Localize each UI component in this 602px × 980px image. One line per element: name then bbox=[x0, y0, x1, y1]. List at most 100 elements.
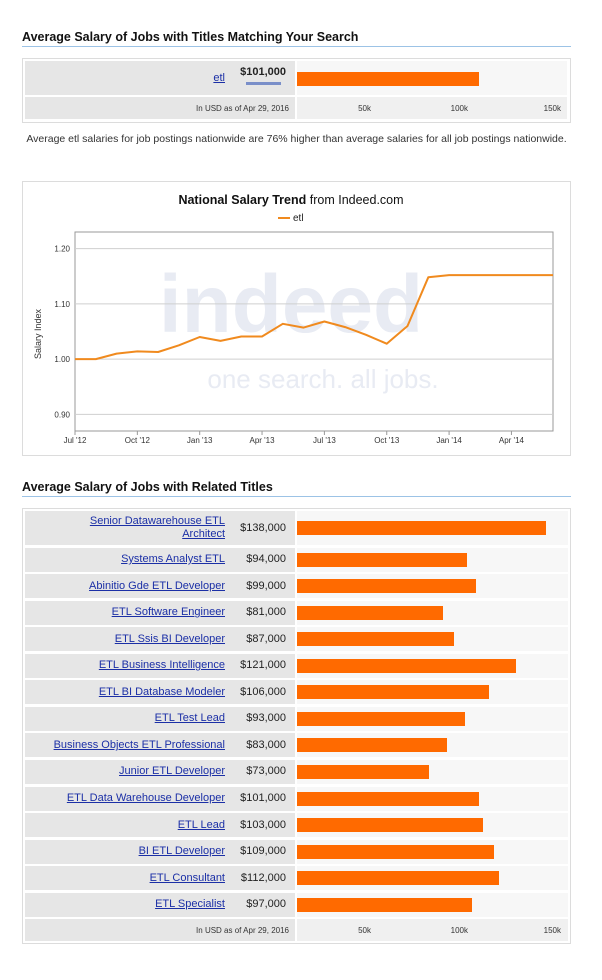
related-row-bg bbox=[25, 511, 295, 545]
related-row-bg bbox=[25, 680, 295, 705]
related-section-rule bbox=[22, 496, 571, 497]
search-row-bg bbox=[25, 61, 295, 95]
related-job-salary: $138,000 bbox=[240, 521, 286, 534]
related-job-salary: $97,000 bbox=[246, 898, 286, 911]
related-job-salary: $81,000 bbox=[246, 606, 286, 619]
related-job-link[interactable]: ETL Software Engineer bbox=[111, 606, 225, 619]
trend-chart-box: indeed one search. all jobs. National Sa… bbox=[22, 181, 571, 456]
y-tick-label-1: 1.00 bbox=[54, 355, 70, 364]
related-salary-bar bbox=[297, 764, 429, 779]
related-row-bg bbox=[25, 813, 295, 838]
related-job-link[interactable]: ETL Test Lead bbox=[154, 712, 225, 725]
related-row-bg bbox=[25, 839, 295, 864]
related-salary-bar bbox=[297, 579, 476, 594]
watermark-logo: indeed bbox=[159, 259, 423, 350]
related-job-salary: $103,000 bbox=[240, 818, 286, 831]
related-job-link[interactable]: BI ETL Developer bbox=[138, 845, 225, 858]
y-axis-label: Salary Index bbox=[33, 308, 43, 359]
search-salary-indicator bbox=[246, 82, 281, 85]
related-job-salary: $93,000 bbox=[246, 712, 286, 725]
related-salary-box: Senior Datawarehouse ETL Architect $138,0… bbox=[22, 508, 571, 944]
x-tick-label-3: Apr '13 bbox=[249, 436, 275, 445]
related-job-salary: $99,000 bbox=[246, 579, 286, 592]
related-job-link[interactable]: ETL Data Warehouse Developer bbox=[66, 792, 225, 804]
related-scale-tick: 50k bbox=[358, 926, 371, 936]
related-row-bg bbox=[25, 733, 295, 758]
search-salary-bar bbox=[297, 72, 479, 86]
y-tick-label-2: 1.10 bbox=[54, 300, 70, 309]
related-salary-bar bbox=[297, 897, 472, 912]
related-job-salary: $87,000 bbox=[246, 632, 286, 645]
related-salary-bar bbox=[297, 738, 447, 753]
related-job-link[interactable]: Abinitio Gde ETL Developer bbox=[89, 579, 225, 592]
related-job-link[interactable]: ETL Lead bbox=[177, 818, 225, 831]
related-row-bg bbox=[25, 574, 295, 599]
related-job-link[interactable]: ETL Ssis BI Developer bbox=[114, 632, 225, 645]
search-scale-tick-100k: 100k bbox=[450, 104, 468, 113]
related-job-salary: $101,000 bbox=[240, 792, 286, 804]
related-salary-bar bbox=[297, 605, 443, 620]
related-job-link[interactable]: ETL BI Database Modeler bbox=[98, 685, 225, 698]
related-row-bg bbox=[25, 786, 295, 811]
related-scale-tick: 100k bbox=[450, 926, 468, 936]
related-row-bg bbox=[25, 706, 295, 731]
related-job-salary: $106,000 bbox=[240, 685, 286, 698]
plot-area-frame bbox=[74, 231, 554, 432]
search-scale-bg bbox=[297, 97, 567, 119]
search-section-title: Average Salary of Jobs with Titles Match… bbox=[22, 30, 359, 44]
related-salary-bar bbox=[297, 791, 479, 806]
series-line-etl bbox=[75, 274, 553, 361]
search-job-link[interactable]: etl bbox=[213, 72, 225, 84]
related-job-link[interactable]: ETL Business Intelligence bbox=[98, 659, 225, 672]
x-tick-label-6: Jan '14 bbox=[436, 436, 462, 445]
x-tick-label-7: Apr '14 bbox=[499, 436, 525, 445]
related-job-salary: $112,000 bbox=[240, 871, 286, 884]
trend-title-bold: National Salary Trend bbox=[178, 193, 306, 207]
related-job-link[interactable]: ETL Specialist bbox=[155, 898, 225, 911]
related-footnote: In USD as of Apr 29, 2016 bbox=[196, 926, 289, 936]
related-row-bg bbox=[25, 547, 295, 572]
related-salary-bar bbox=[297, 632, 454, 647]
x-tick-label-0: Jul '12 bbox=[64, 436, 87, 445]
trend-title-rest: from Indeed.com bbox=[306, 193, 403, 207]
trend-chart: indeed one search. all jobs. National Sa… bbox=[33, 193, 554, 445]
related-job-link[interactable]: ETL Consultant bbox=[149, 871, 225, 884]
related-job-salary: $73,000 bbox=[246, 765, 286, 778]
related-row-bg bbox=[25, 600, 295, 625]
related-scale-bg bbox=[297, 919, 568, 942]
search-job-salary: $101,000 bbox=[240, 66, 286, 78]
x-tick-label-2: Jan '13 bbox=[187, 436, 213, 445]
related-job-link[interactable]: Systems Analyst ETL bbox=[121, 553, 225, 566]
related-salary-bar bbox=[297, 871, 499, 886]
x-tick-label-4: Jul '13 bbox=[313, 436, 336, 445]
related-section-title: Average Salary of Jobs with Related Titl… bbox=[22, 480, 273, 494]
salary-description: Average etl salaries for job postings na… bbox=[26, 133, 567, 145]
trend-chart-title: National Salary Trend from Indeed.com bbox=[178, 193, 403, 207]
related-job-salary: $94,000 bbox=[246, 553, 286, 566]
related-job-salary: $121,000 bbox=[240, 659, 286, 672]
related-footnote-bg bbox=[25, 919, 295, 942]
search-footnote-bg bbox=[25, 97, 295, 119]
search-footnote: In USD as of Apr 29, 2016 bbox=[196, 104, 289, 113]
related-row-bg bbox=[25, 627, 295, 652]
related-salary-bar bbox=[297, 685, 489, 700]
x-tick-label-1: Oct '12 bbox=[125, 436, 151, 445]
related-row-bg bbox=[25, 866, 295, 891]
related-job-link[interactable]: Business Objects ETL Professional bbox=[53, 738, 225, 751]
related-salary-bar bbox=[297, 552, 467, 567]
related-job-salary: $83,000 bbox=[246, 738, 286, 751]
search-salary-box: etl $101,000 In USD as of Apr 29, 2016 5… bbox=[22, 58, 571, 123]
related-job-link[interactable]: Senior Datawarehouse ETL Architect bbox=[89, 515, 225, 540]
related-salary-bar bbox=[297, 818, 483, 833]
legend-label-etl: etl bbox=[293, 213, 304, 224]
related-salary-bar bbox=[297, 711, 465, 726]
related-row-bg bbox=[25, 759, 295, 784]
related-salary-bar bbox=[297, 658, 516, 673]
related-salary-bar bbox=[297, 844, 494, 859]
watermark-tagline: one search. all jobs. bbox=[207, 364, 438, 394]
related-scale-tick: 150k bbox=[543, 926, 561, 936]
search-scale-tick-50k: 50k bbox=[358, 104, 371, 113]
related-job-link[interactable]: Junior ETL Developer bbox=[119, 765, 225, 778]
x-tick-label-5: Oct '13 bbox=[374, 436, 400, 445]
related-row-bg bbox=[25, 892, 295, 917]
